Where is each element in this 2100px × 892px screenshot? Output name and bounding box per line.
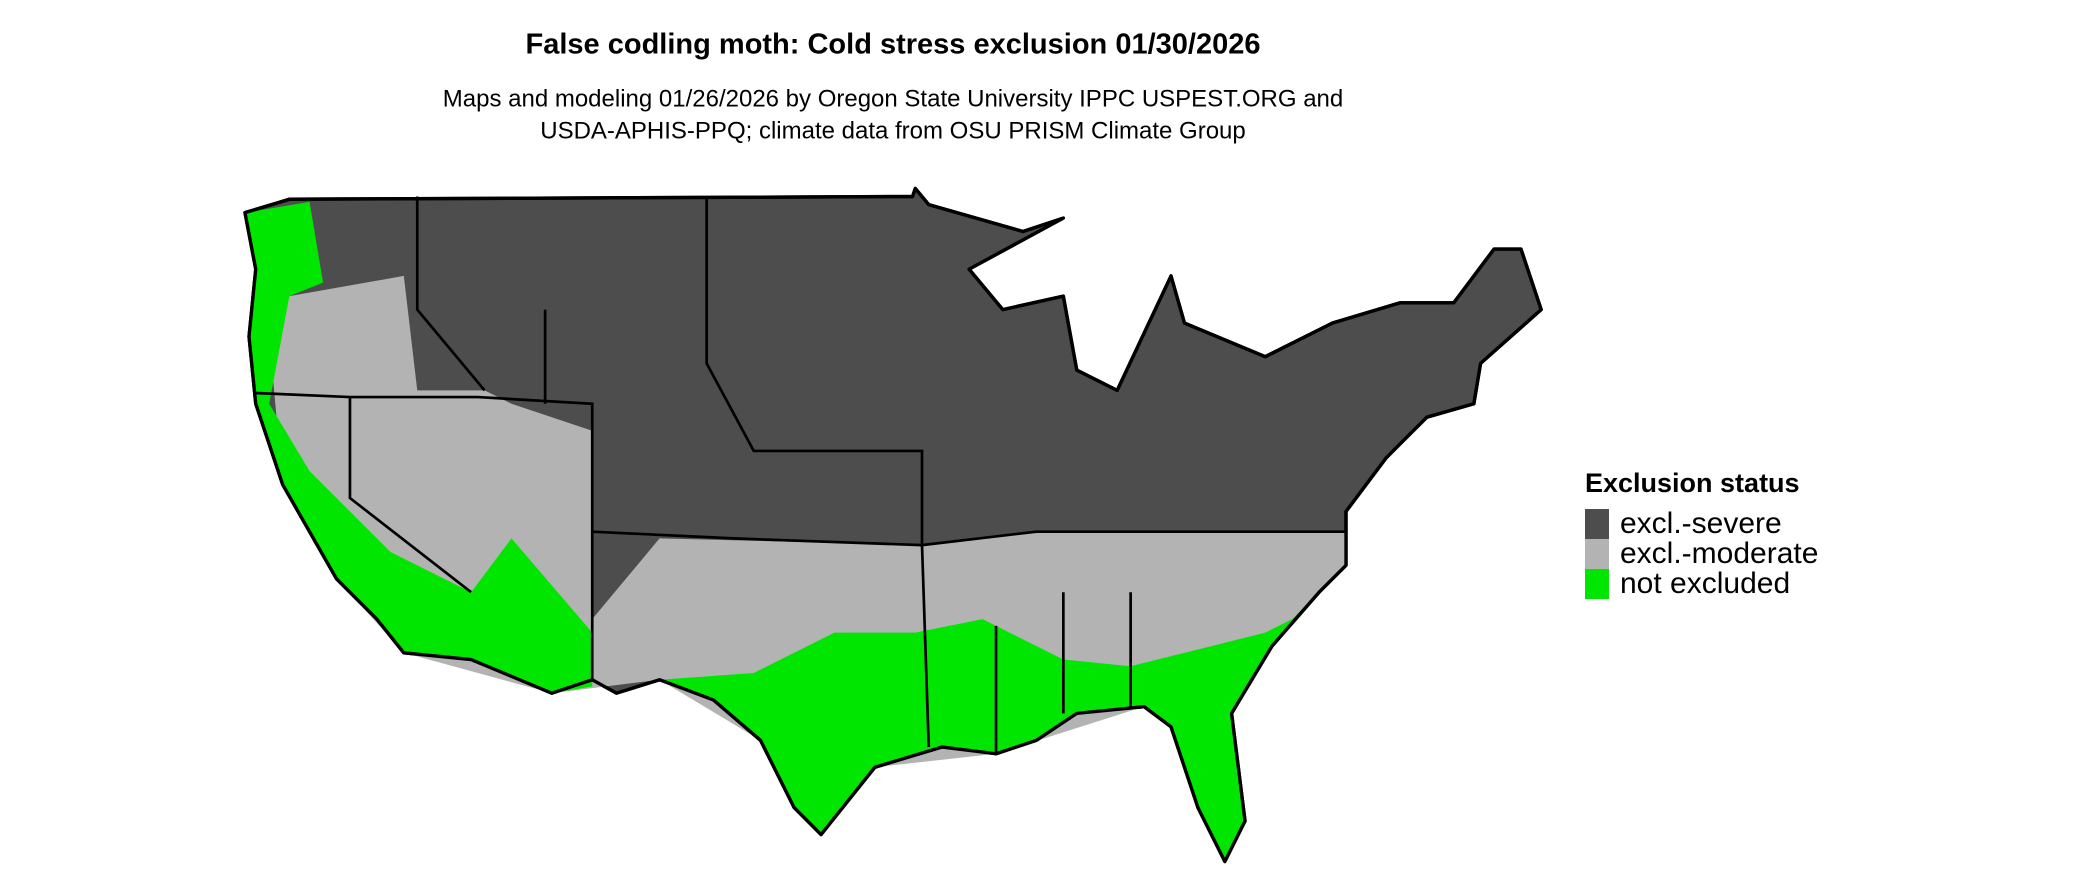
state-border [415, 196, 547, 404]
legend-label: excl.-moderate [1620, 537, 1818, 570]
state-border [920, 545, 931, 748]
legend-swatch [1585, 509, 1609, 539]
map-subtitle: Maps and modeling 01/26/2026 by Oregon S… [443, 85, 1343, 112]
outline [243, 186, 1543, 864]
legend-swatch [1585, 569, 1609, 599]
map-title: False codling moth: Cold stress exclusio… [526, 29, 1261, 61]
state-border [348, 397, 472, 594]
region-not-excluded [659, 592, 1320, 862]
state-borders [255, 196, 1346, 754]
legend-swatch [1585, 539, 1609, 569]
legend-title: Exclusion status [1585, 468, 1800, 498]
legend-label: not excluded [1620, 567, 1790, 600]
state-border [994, 592, 1132, 754]
state-border [705, 196, 924, 546]
map-subtitle: USDA-APHIS-PPQ; climate data from OSU PR… [540, 117, 1246, 144]
legend-label: excl.-severe [1620, 507, 1782, 540]
us-map [243, 186, 1543, 864]
state-border [255, 391, 594, 680]
